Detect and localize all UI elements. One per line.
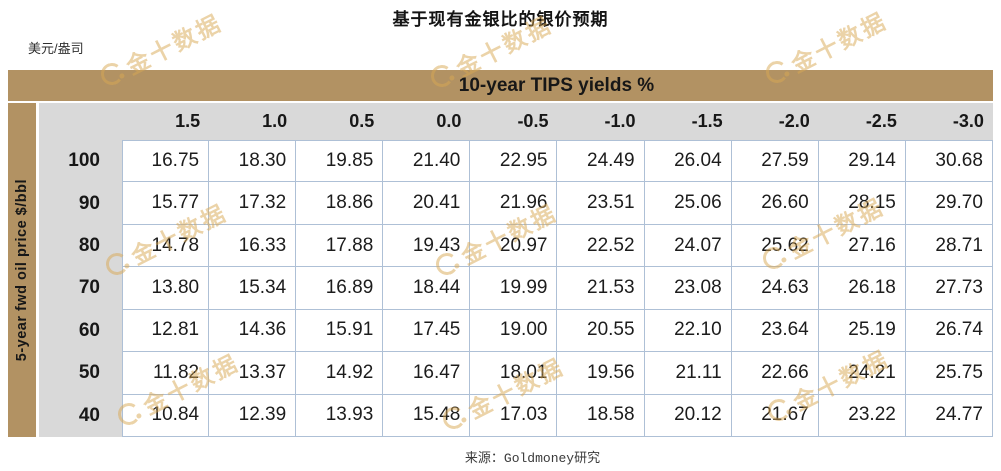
value-cell: 18.58	[557, 394, 645, 437]
value-cell: 15.34	[209, 267, 297, 310]
value-cell: 22.52	[557, 224, 645, 268]
value-cell: 23.22	[818, 394, 906, 437]
tips-yields-axis-label: 10-year TIPS yields %	[8, 70, 993, 101]
col-header-cell: 1.5	[122, 103, 210, 140]
value-cell: 27.59	[731, 140, 819, 183]
value-cell: 18.01	[470, 352, 558, 395]
value-cell: 26.74	[905, 309, 993, 353]
value-cell: 10.84	[122, 394, 210, 437]
page-title: 基于现有金银比的银价预期	[392, 10, 609, 29]
value-cell: 15.48	[383, 394, 471, 437]
value-cell: 18.86	[296, 182, 384, 225]
col-header-cell: -1.5	[644, 103, 732, 140]
value-cell: 24.07	[644, 224, 732, 268]
value-cell: 17.88	[296, 224, 384, 268]
row-label-cell: 80	[39, 224, 122, 268]
value-cell: 14.92	[296, 352, 384, 395]
col-header-cell: -0.5	[470, 103, 558, 140]
value-cell: 25.19	[818, 309, 906, 353]
value-cell: 28.71	[905, 224, 993, 268]
silver-price-table-grid: 1.5 1.0 0.5 0.0 -0.5 -1.0 -1.5 -2.0 -2.5 -3.0 100 1…	[39, 103, 993, 437]
value-cell: 28.15	[818, 182, 906, 225]
value-cell: 14.36	[209, 309, 297, 353]
value-cell: 18.30	[209, 140, 297, 183]
value-cell: 20.12	[644, 394, 732, 437]
value-cell: 24.21	[818, 352, 906, 395]
value-cell: 23.64	[731, 309, 819, 353]
value-cell: 19.85	[296, 140, 384, 183]
oil-price-axis-strip: 5-year fwd oil price $/bbl	[8, 103, 36, 437]
value-cell: 22.95	[470, 140, 558, 183]
table-corner-cell	[39, 103, 122, 140]
value-cell: 19.43	[383, 224, 471, 268]
value-cell: 26.04	[644, 140, 732, 183]
value-cell: 24.49	[557, 140, 645, 183]
value-cell: 16.89	[296, 267, 384, 310]
oil-price-axis-label: 5-year fwd oil price $/bbl	[14, 178, 30, 362]
value-cell: 17.45	[383, 309, 471, 353]
value-cell: 19.56	[557, 352, 645, 395]
value-cell: 29.70	[905, 182, 993, 225]
row-label-cell: 40	[39, 394, 122, 437]
col-header-cell: -2.5	[818, 103, 906, 140]
value-cell: 23.51	[557, 182, 645, 225]
row-label-cell: 50	[39, 352, 122, 395]
value-cell: 19.00	[470, 309, 558, 353]
value-cell: 23.08	[644, 267, 732, 310]
col-header-cell: 1.0	[209, 103, 297, 140]
value-cell: 25.75	[905, 352, 993, 395]
value-cell: 15.91	[296, 309, 384, 353]
value-cell: 16.47	[383, 352, 471, 395]
row-label-cell: 90	[39, 182, 122, 225]
value-cell: 13.37	[209, 352, 297, 395]
unit-label: 美元/盎司	[28, 41, 84, 56]
value-cell: 27.16	[818, 224, 906, 268]
value-cell: 20.55	[557, 309, 645, 353]
value-cell: 12.39	[209, 394, 297, 437]
value-cell: 20.97	[470, 224, 558, 268]
value-cell: 24.77	[905, 394, 993, 437]
value-cell: 21.67	[731, 394, 819, 437]
value-cell: 25.62	[731, 224, 819, 268]
col-header-cell: 0.5	[296, 103, 384, 140]
value-cell: 29.14	[818, 140, 906, 183]
value-cell: 12.81	[122, 309, 210, 353]
value-cell: 24.63	[731, 267, 819, 310]
value-cell: 19.99	[470, 267, 558, 310]
value-cell: 16.33	[209, 224, 297, 268]
value-cell: 17.03	[470, 394, 558, 437]
value-cell: 20.41	[383, 182, 471, 225]
col-header-cell: 0.0	[383, 103, 471, 140]
value-cell: 21.11	[644, 352, 732, 395]
value-cell: 13.93	[296, 394, 384, 437]
value-cell: 30.68	[905, 140, 993, 183]
value-cell: 13.80	[122, 267, 210, 310]
value-cell: 16.75	[122, 140, 210, 183]
value-cell: 22.10	[644, 309, 732, 353]
value-cell: 14.78	[122, 224, 210, 268]
value-cell: 21.96	[470, 182, 558, 225]
value-cell: 21.40	[383, 140, 471, 183]
row-label-cell: 100	[39, 140, 122, 183]
value-cell: 26.18	[818, 267, 906, 310]
value-cell: 18.44	[383, 267, 471, 310]
col-header-cell: -1.0	[557, 103, 645, 140]
source-note: 来源：Goldmoney研究	[464, 451, 601, 466]
row-label-cell: 70	[39, 267, 122, 310]
value-cell: 11.82	[122, 352, 210, 395]
row-label-cell: 60	[39, 309, 122, 353]
value-cell: 27.73	[905, 267, 993, 310]
col-header-cell: -3.0	[905, 103, 993, 140]
value-cell: 25.06	[644, 182, 732, 225]
value-cell: 21.53	[557, 267, 645, 310]
value-cell: 22.66	[731, 352, 819, 395]
col-header-cell: -2.0	[731, 103, 819, 140]
value-cell: 17.32	[209, 182, 297, 225]
value-cell: 26.60	[731, 182, 819, 225]
value-cell: 15.77	[122, 182, 210, 225]
